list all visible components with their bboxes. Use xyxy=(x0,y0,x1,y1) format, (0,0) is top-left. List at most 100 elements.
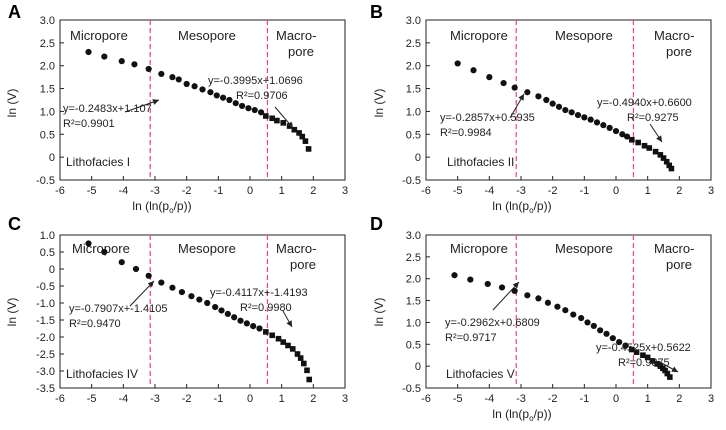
x-tick-label: 3 xyxy=(342,185,348,197)
y-tick-label: 2.5 xyxy=(406,252,421,264)
data-point-circle xyxy=(524,292,531,299)
y-tick-label: 1.5 xyxy=(406,84,421,96)
region-label-macro: Macro- xyxy=(654,241,694,256)
x-tick-label: 0 xyxy=(247,185,253,197)
data-point-circle xyxy=(251,106,258,114)
region-label-pore: pore xyxy=(666,44,692,59)
annotation-arrowhead xyxy=(656,135,662,142)
y-tick-label: -0.5 xyxy=(402,383,421,395)
data-point-circle xyxy=(232,100,239,107)
data-point-square xyxy=(657,152,664,158)
annotation-arrowhead xyxy=(286,320,292,327)
annotation-arrowhead xyxy=(147,281,154,288)
data-point-circle xyxy=(257,109,265,116)
x-tick-label: 3 xyxy=(708,393,714,405)
plot-frame xyxy=(425,19,712,181)
data-point-circle xyxy=(616,339,623,346)
annotation-arrowhead xyxy=(671,366,678,372)
y-tick-label: 0.5 xyxy=(406,339,421,351)
data-point-circle xyxy=(606,124,613,131)
data-point-circle xyxy=(590,322,597,330)
data-point-circle xyxy=(85,240,92,247)
y-tick-label: 0.5 xyxy=(406,129,421,141)
data-point-square xyxy=(629,136,635,143)
y-tick-label: -2.5 xyxy=(36,349,55,361)
data-point-square xyxy=(640,352,646,359)
data-point-circle xyxy=(175,76,182,83)
region-label-micropore: Micropore xyxy=(72,241,130,256)
fit-equation-micro: y=-0.2483x+1.107 xyxy=(63,103,152,115)
x-tick-label: 2 xyxy=(310,393,316,405)
x-tick-label: 1 xyxy=(279,185,285,197)
y-tick-label: 3.0 xyxy=(40,15,55,27)
data-point-square xyxy=(274,117,280,124)
y-tick-label: 1.5 xyxy=(40,84,55,96)
y-tick-label: 3.0 xyxy=(406,230,421,242)
data-point-circle xyxy=(178,289,186,296)
data-point-square xyxy=(269,332,275,339)
x-tick-label: 1 xyxy=(645,393,651,405)
lithofacies-label: Lithofacies II xyxy=(447,155,514,169)
fit-equation-micro: y=-0.2962x+0.6809 xyxy=(445,317,540,329)
annotation-arrow-line xyxy=(492,281,520,311)
y-tick-label: -1.5 xyxy=(36,315,55,327)
data-point-circle xyxy=(451,272,458,279)
x-tick-label: -3 xyxy=(150,393,160,405)
data-point-circle xyxy=(183,80,190,88)
data-point-circle xyxy=(204,299,211,307)
data-point-circle xyxy=(584,319,591,326)
lithofacies-label: Lithofacies IV xyxy=(66,367,138,381)
data-point-circle xyxy=(511,287,518,295)
data-point-square xyxy=(301,360,307,367)
y-axis-title: ln (V) xyxy=(5,298,19,327)
data-point-circle xyxy=(226,96,233,104)
data-point-circle xyxy=(250,323,257,330)
y-tick-label: 1.0 xyxy=(40,106,55,118)
chart-panel-c: C -6 -5 -4 -3 -2 -1 0 1 2 3 -3.5 -3.0 -2.5 -2.0 -1.5 -1.… xyxy=(5,214,348,405)
x-tick-label: -5 xyxy=(453,393,463,405)
y-tick-label: 1.0 xyxy=(40,230,55,242)
y-tick-label: 1.5 xyxy=(406,296,421,308)
data-point-circle xyxy=(486,74,493,81)
fit-r2-macro: R²=0.9980 xyxy=(240,302,292,314)
fit-r2-micro: R²=0.9901 xyxy=(63,118,115,130)
data-point-circle xyxy=(158,279,165,286)
x-tick-label: -5 xyxy=(87,185,97,197)
x-tick-label: -2 xyxy=(548,393,558,405)
data-point-square xyxy=(263,329,269,335)
region-label-pore: pore xyxy=(666,257,692,272)
region-label-mesopore: Mesopore xyxy=(178,241,236,256)
fit-equation-macro: y=-0.4117x+-1.4193 xyxy=(210,287,308,299)
fit-equation-macro: y=-0.3995x+1.0696 xyxy=(208,75,303,87)
data-point-square xyxy=(289,346,296,352)
data-point-circle xyxy=(554,303,561,310)
x-tick-label: 1 xyxy=(279,393,285,405)
data-point-square xyxy=(280,120,287,126)
panel-letter: C xyxy=(8,214,21,234)
x-tick-label: 2 xyxy=(676,185,682,197)
x-tick-label: -1 xyxy=(579,393,589,405)
x-tick-label: 0 xyxy=(613,393,619,405)
y-tick-label: 0 xyxy=(415,361,421,373)
fit-equation-micro: y=-0.2857x+0.5935 xyxy=(440,112,535,124)
data-point-circle xyxy=(603,330,610,337)
x-axis-title: ln (ln(po/p)) xyxy=(132,199,191,215)
data-point-circle xyxy=(562,106,569,114)
data-point-circle xyxy=(623,133,631,140)
fit-r2-micro: R²=0.9470 xyxy=(69,318,121,330)
data-point-circle xyxy=(609,335,616,342)
data-point-circle xyxy=(511,84,518,91)
data-point-circle xyxy=(574,111,582,119)
data-point-circle xyxy=(484,280,491,288)
data-point-square xyxy=(666,162,672,169)
y-tick-label: 1.0 xyxy=(406,317,421,329)
data-point-circle xyxy=(587,116,594,123)
y-tick-label: 0 xyxy=(49,152,55,164)
data-point-circle xyxy=(593,119,601,126)
y-tick-label: 2.5 xyxy=(406,38,421,50)
panel-letter: A xyxy=(8,2,21,22)
data-point-circle xyxy=(597,327,604,334)
data-point-circle xyxy=(543,96,550,104)
chart-panel-d: D -6 -5 -4 -3 -2 -1 0 1 2 3 -0.5 0 0.5 1.0 1.5 2.0 2.5 3.0… xyxy=(370,214,714,423)
data-point-circle xyxy=(549,100,556,107)
